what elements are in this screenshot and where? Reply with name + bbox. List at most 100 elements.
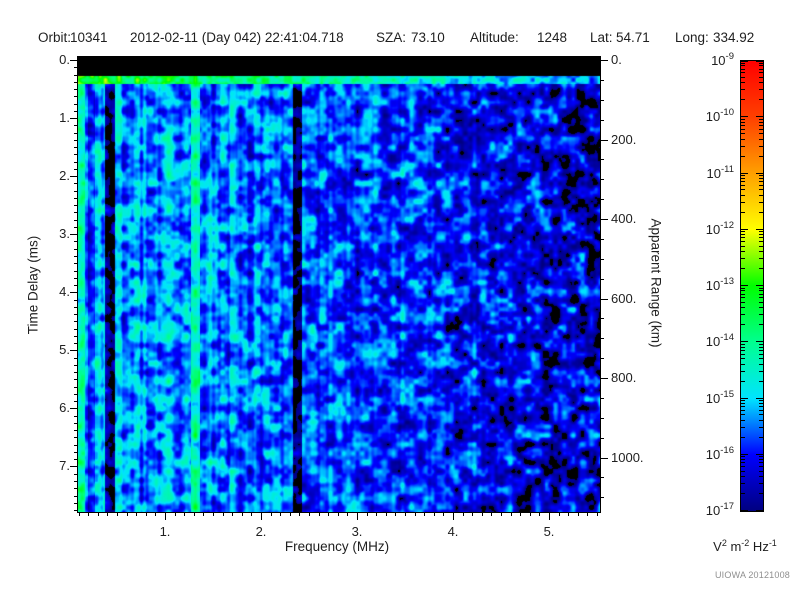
colorbar-tick bbox=[741, 189, 745, 191]
colorbar-tick bbox=[741, 68, 745, 70]
tick-mark bbox=[600, 298, 608, 300]
y-right-tick-label: 200. bbox=[611, 131, 637, 147]
tick-mark bbox=[568, 512, 570, 516]
tick-mark bbox=[213, 512, 214, 516]
tick-mark bbox=[600, 219, 608, 220]
tick-mark bbox=[74, 495, 78, 497]
colorbar-tick bbox=[759, 470, 763, 472]
tick-mark bbox=[74, 110, 78, 112]
colorbar-tick bbox=[741, 510, 748, 511]
tick-mark bbox=[501, 512, 502, 516]
tick-mark bbox=[97, 512, 99, 516]
tick-mark bbox=[74, 168, 78, 170]
spectrogram-canvas bbox=[78, 57, 600, 512]
tick-mark bbox=[328, 512, 330, 516]
colorbar-tick bbox=[759, 181, 763, 183]
header-segment: 10341 bbox=[70, 30, 108, 45]
y-left-tick-label: 7. bbox=[59, 458, 70, 474]
tick-mark bbox=[74, 212, 78, 214]
colorbar-tick bbox=[741, 241, 745, 243]
tick-mark bbox=[74, 335, 78, 337]
y-right-tick-label: 800. bbox=[611, 370, 637, 385]
colorbar-tick bbox=[741, 343, 745, 345]
tick-mark bbox=[74, 321, 78, 323]
tick-mark bbox=[74, 226, 78, 228]
tick-mark bbox=[289, 512, 291, 516]
tick-mark bbox=[145, 512, 147, 516]
colorbar-tick bbox=[741, 397, 748, 399]
tick-mark bbox=[74, 328, 78, 330]
tick-mark bbox=[74, 190, 78, 192]
tick-mark bbox=[251, 512, 253, 516]
tick-mark bbox=[74, 67, 78, 69]
colorbar-tick bbox=[741, 76, 745, 78]
colorbar-tick bbox=[756, 172, 763, 174]
tick-mark bbox=[70, 350, 78, 352]
tick-mark bbox=[600, 338, 604, 340]
header-segment: 334.92 bbox=[713, 30, 755, 45]
colorbar-tick bbox=[741, 353, 745, 355]
colorbar-tick bbox=[756, 510, 763, 511]
colorbar-tick bbox=[759, 99, 763, 101]
tick-mark bbox=[600, 457, 608, 459]
tick-mark bbox=[74, 205, 78, 207]
colorbar-tick bbox=[759, 76, 763, 78]
tick-mark bbox=[600, 437, 604, 439]
colorbar-tick bbox=[741, 297, 745, 299]
tick-mark bbox=[70, 292, 78, 294]
colorbar-tick bbox=[759, 314, 763, 316]
colorbar-tick bbox=[759, 65, 763, 67]
colorbar-tick bbox=[759, 353, 763, 355]
colorbar-tick bbox=[759, 363, 763, 365]
colorbar-tick bbox=[741, 251, 745, 253]
colorbar-tick bbox=[759, 89, 763, 91]
colorbar-tick bbox=[759, 138, 763, 140]
colorbar-tick bbox=[741, 234, 745, 236]
colorbar-tick bbox=[759, 307, 763, 309]
colorbar-tick bbox=[759, 436, 763, 438]
colorbar bbox=[740, 60, 764, 512]
tick-mark bbox=[433, 512, 435, 516]
tick-mark bbox=[577, 512, 579, 516]
colorbar-tick bbox=[741, 245, 745, 247]
y-left-tick-label: 5. bbox=[59, 342, 70, 358]
colorbar-tick bbox=[759, 290, 763, 292]
header-segment: 54.71 bbox=[616, 30, 650, 45]
tick-mark bbox=[414, 512, 416, 516]
tick-mark bbox=[74, 161, 78, 163]
colorbar-tick bbox=[741, 145, 745, 147]
tick-mark bbox=[600, 119, 604, 121]
tick-mark bbox=[74, 430, 78, 432]
tick-mark bbox=[74, 444, 78, 446]
tick-mark bbox=[587, 512, 589, 516]
tick-mark bbox=[481, 512, 483, 516]
colorbar-tick bbox=[756, 397, 763, 399]
tick-mark bbox=[74, 379, 78, 381]
colorbar-tick bbox=[759, 118, 763, 120]
colorbar-tick bbox=[741, 172, 748, 174]
colorbar-tick bbox=[759, 82, 763, 84]
colorbar-tick bbox=[741, 228, 748, 230]
tick-mark bbox=[165, 512, 166, 520]
colorbar-tick bbox=[759, 287, 763, 289]
colorbar-tick bbox=[759, 268, 763, 270]
tick-mark bbox=[74, 473, 78, 475]
tick-mark bbox=[600, 79, 604, 81]
colorbar-tick bbox=[741, 184, 745, 186]
tick-mark bbox=[74, 125, 78, 127]
colorbar-tick bbox=[759, 189, 763, 191]
tick-mark bbox=[74, 96, 78, 98]
tick-mark bbox=[74, 357, 78, 359]
colorbar-tick bbox=[759, 297, 763, 299]
tick-mark bbox=[74, 306, 78, 308]
tick-mark bbox=[74, 74, 78, 76]
tick-mark bbox=[558, 512, 560, 516]
colorbar-tick bbox=[759, 419, 763, 421]
colorbar-tick bbox=[741, 293, 745, 295]
y-axis-right-label: Apparent Range (km) bbox=[648, 218, 664, 348]
tick-mark bbox=[472, 512, 474, 516]
colorbar-tick bbox=[759, 456, 763, 458]
tick-mark bbox=[74, 488, 78, 490]
colorbar-tick bbox=[741, 370, 745, 372]
colorbar-tick bbox=[741, 414, 745, 416]
